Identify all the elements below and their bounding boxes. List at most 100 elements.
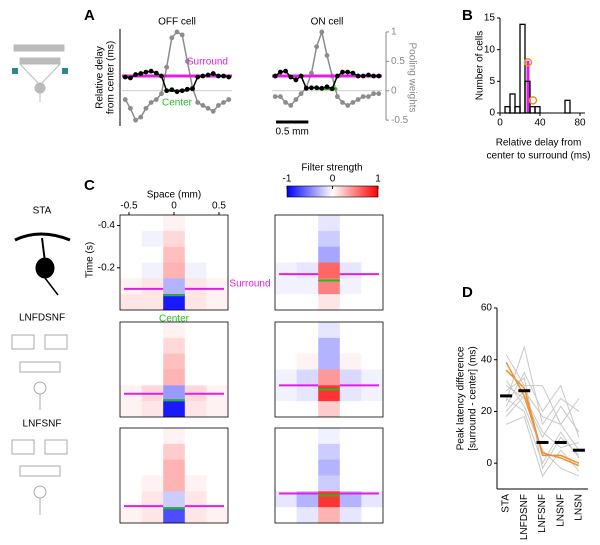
series-point [376,73,382,79]
series-point [205,72,211,78]
heatmap-cell [141,294,164,311]
series-point [210,71,216,76]
y2-tick-label: -0.5 [391,115,409,126]
heatmap-cell [361,278,384,295]
heatmap-cell [141,246,164,263]
heatmap-cell [163,294,186,311]
heatmap-cell [296,369,319,386]
series-point [366,94,371,100]
series-point [179,88,185,94]
series-point [143,69,149,75]
series-point [324,53,330,58]
heatmap-cell [206,428,229,445]
heatmap-cell [361,491,384,508]
y-axis-label: Number of cells [475,31,486,100]
heatmap-cell [184,353,207,370]
heatmap-cell [184,491,207,508]
heatmap-cell [163,246,186,263]
y2-tick-label: 0 [391,85,397,96]
heatmap-cell [361,337,384,354]
heatmap-cell [296,385,319,402]
heatmap-cell [141,262,164,279]
heatmap-cell [318,230,341,247]
heatmap-cell [163,353,186,370]
heatmap-cell [206,353,229,370]
network-icon [12,44,68,102]
y-tick-label: 60 [481,303,493,314]
heatmap-cell [361,401,384,418]
heatmap-cell [361,262,384,279]
heatmap-cell [361,369,384,386]
heatmap-cell [296,353,319,370]
heatmap-cell [275,278,297,295]
histogram-bar [504,106,511,114]
heatmap-cell [206,401,229,418]
heatmap-cell [206,246,229,263]
chart-title: OFF cell [158,17,196,28]
heatmap-cell [120,246,142,263]
series-point [334,94,340,100]
heatmap-cell [120,353,142,370]
heatmap-cell [120,491,142,508]
series-point [314,85,320,91]
heatmap-cell [275,294,297,311]
heatmap-cell [141,491,164,508]
series-point [128,75,133,81]
heatmap-cell [184,215,207,232]
heatmap-cell [206,443,229,460]
heatmap-cell [206,262,229,279]
heatmap-cell [339,507,362,524]
heatmap-cell [275,246,297,263]
heatmap-cell [163,278,186,295]
heatmap-cell [120,278,142,295]
series-point [153,70,159,76]
heatmap-cell [141,443,164,460]
heatmap-cell [120,262,142,279]
heatmap-cell [275,443,297,460]
x-tick-label: LNSN [574,494,585,521]
x-tick-label: 0 [497,118,503,129]
row-label: LNFSNF [23,419,62,430]
series-point [350,100,356,105]
heatmap-cell [163,215,186,232]
x-tick-label: 40 [534,118,546,129]
heatmap-cell [339,262,362,279]
heatmap-cell [141,215,164,232]
heatmap-cell [184,475,207,492]
heatmap-cell [318,491,341,508]
series-point [366,72,371,78]
series-point [350,70,356,76]
y-tick-label: 15 [484,13,496,24]
y-tick-label: 0 [489,108,495,119]
heatmap-cell [275,491,297,508]
x-axis-label: Relative delay from [496,138,582,149]
heatmap-cell [163,491,186,508]
surround-label: Surround [187,57,228,68]
heatmap-cell [206,230,229,247]
colorbar-label: Filter strength [301,163,362,174]
heatmap-cell [163,337,186,354]
heatmap-cell [296,459,319,476]
series-point [210,108,216,114]
x-tick-label: 0 [171,201,177,212]
heatmap-frame [274,321,384,418]
series-point [159,91,164,97]
series-point [355,73,361,79]
heatmap-cell [361,246,384,263]
y-tick-label: -0.4 [98,220,116,231]
heatmap-cell [141,278,164,295]
series-point [169,35,175,41]
panel-letter: D [462,284,473,301]
series-point [278,94,283,100]
heatmap-cell [339,369,362,386]
heatmap-cell [275,337,297,354]
y-tick-label: 40 [481,354,493,365]
heatmap-cell [184,337,207,354]
heatmap-cell [339,294,362,311]
series-point [355,97,361,102]
histogram-bar [534,106,541,114]
heatmap-cell [163,507,186,524]
heatmap-cell [318,475,341,492]
heatmap-cell [296,475,319,492]
panel-letter: B [462,7,473,24]
